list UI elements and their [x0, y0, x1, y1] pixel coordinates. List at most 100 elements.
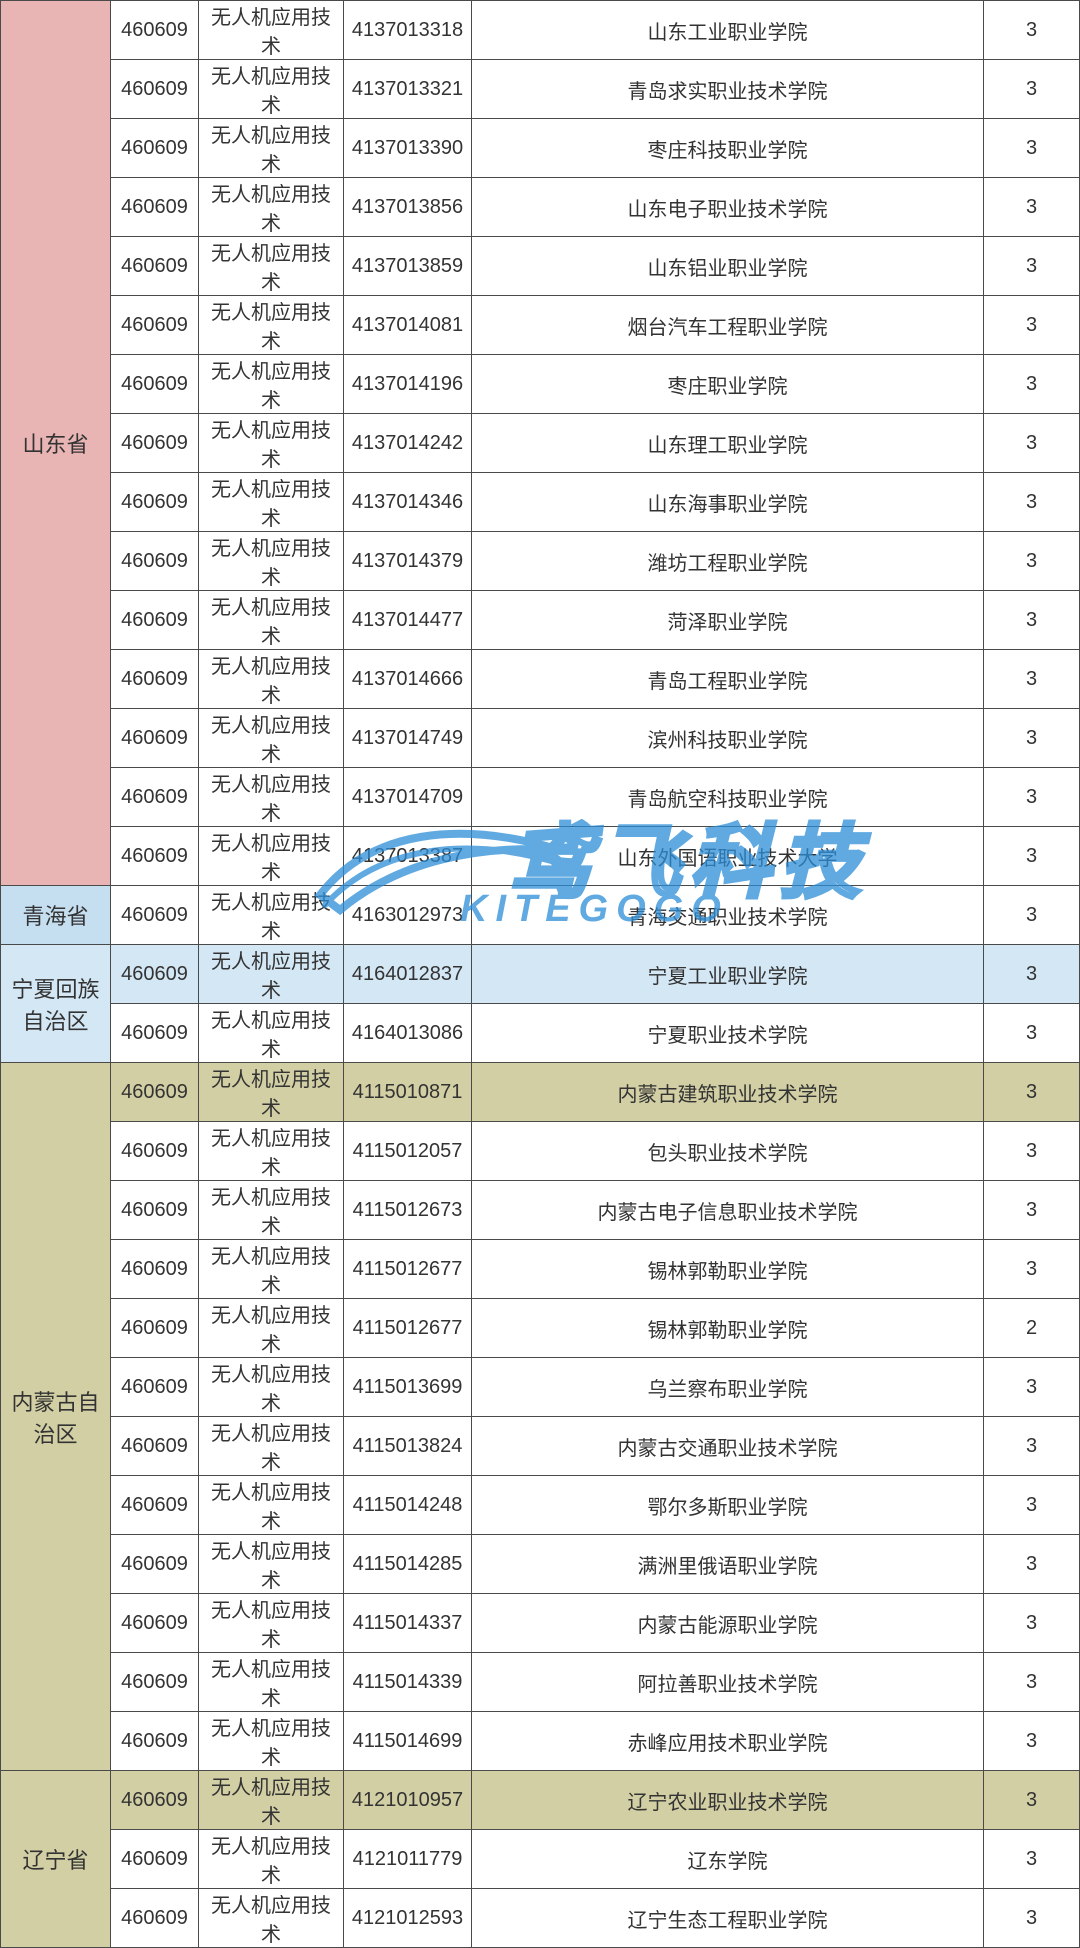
code2-cell: 4115013824	[344, 1417, 472, 1476]
num-cell: 3	[984, 1889, 1080, 1948]
major-cell: 无人机应用技术	[199, 1240, 344, 1299]
code1-cell: 460609	[111, 591, 199, 650]
code2-cell: 4164012837	[344, 945, 472, 1004]
code2-cell: 4163012973	[344, 886, 472, 945]
code2-cell: 4137013321	[344, 60, 472, 119]
table-row: 460609无人机应用技术4137014477菏泽职业学院3	[1, 591, 1080, 650]
school-cell: 内蒙古电子信息职业技术学院	[472, 1181, 984, 1240]
table-row: 460609无人机应用技术4137014346山东海事职业学院3	[1, 473, 1080, 532]
table-row: 460609无人机应用技术4115013699乌兰察布职业学院3	[1, 1358, 1080, 1417]
num-cell: 3	[984, 1535, 1080, 1594]
table-row: 460609无人机应用技术4115012673内蒙古电子信息职业技术学院3	[1, 1181, 1080, 1240]
code1-cell: 460609	[111, 296, 199, 355]
code1-cell: 460609	[111, 1004, 199, 1063]
major-cell: 无人机应用技术	[199, 532, 344, 591]
num-cell: 3	[984, 1594, 1080, 1653]
table-row: 山东省460609无人机应用技术4137013318山东工业职业学院3	[1, 1, 1080, 60]
major-cell: 无人机应用技术	[199, 709, 344, 768]
school-cell: 山东海事职业学院	[472, 473, 984, 532]
major-cell: 无人机应用技术	[199, 1653, 344, 1712]
code2-cell: 4137014666	[344, 650, 472, 709]
province-cell: 辽宁省	[1, 1771, 111, 1948]
school-cell: 枣庄科技职业学院	[472, 119, 984, 178]
num-cell: 3	[984, 237, 1080, 296]
code2-cell: 4137014346	[344, 473, 472, 532]
major-cell: 无人机应用技术	[199, 178, 344, 237]
code2-cell: 4121010957	[344, 1771, 472, 1830]
code1-cell: 460609	[111, 650, 199, 709]
table-row: 460609无人机应用技术4164013086宁夏职业技术学院3	[1, 1004, 1080, 1063]
school-cell: 菏泽职业学院	[472, 591, 984, 650]
code2-cell: 4137014242	[344, 414, 472, 473]
major-cell: 无人机应用技术	[199, 1535, 344, 1594]
major-cell: 无人机应用技术	[199, 296, 344, 355]
code2-cell: 4115014248	[344, 1476, 472, 1535]
code1-cell: 460609	[111, 1, 199, 60]
table-row: 460609无人机应用技术4121011779辽东学院3	[1, 1830, 1080, 1889]
code2-cell: 4137014081	[344, 296, 472, 355]
school-cell: 阿拉善职业技术学院	[472, 1653, 984, 1712]
code1-cell: 460609	[111, 827, 199, 886]
table-row: 460609无人机应用技术4137014242山东理工职业学院3	[1, 414, 1080, 473]
code1-cell: 460609	[111, 355, 199, 414]
table-row: 宁夏回族自治区460609无人机应用技术4164012837宁夏工业职业学院3	[1, 945, 1080, 1004]
school-cell: 青岛工程职业学院	[472, 650, 984, 709]
major-cell: 无人机应用技术	[199, 768, 344, 827]
schools-table-wrap: 山东省460609无人机应用技术4137013318山东工业职业学院346060…	[0, 0, 1080, 1948]
major-cell: 无人机应用技术	[199, 591, 344, 650]
num-cell: 3	[984, 60, 1080, 119]
code1-cell: 460609	[111, 1122, 199, 1181]
code1-cell: 460609	[111, 1830, 199, 1889]
school-cell: 乌兰察布职业学院	[472, 1358, 984, 1417]
major-cell: 无人机应用技术	[199, 414, 344, 473]
major-cell: 无人机应用技术	[199, 1181, 344, 1240]
school-cell: 潍坊工程职业学院	[472, 532, 984, 591]
table-row: 460609无人机应用技术4115013824内蒙古交通职业技术学院3	[1, 1417, 1080, 1476]
code1-cell: 460609	[111, 237, 199, 296]
table-row: 460609无人机应用技术4115014337内蒙古能源职业学院3	[1, 1594, 1080, 1653]
major-cell: 无人机应用技术	[199, 1299, 344, 1358]
code1-cell: 460609	[111, 1358, 199, 1417]
num-cell: 3	[984, 1358, 1080, 1417]
code1-cell: 460609	[111, 473, 199, 532]
major-cell: 无人机应用技术	[199, 886, 344, 945]
num-cell: 3	[984, 709, 1080, 768]
code2-cell: 4137014709	[344, 768, 472, 827]
code2-cell: 4137014477	[344, 591, 472, 650]
school-cell: 包头职业技术学院	[472, 1122, 984, 1181]
major-cell: 无人机应用技术	[199, 650, 344, 709]
school-cell: 鄂尔多斯职业学院	[472, 1476, 984, 1535]
table-row: 内蒙古自治区460609无人机应用技术4115010871内蒙古建筑职业技术学院…	[1, 1063, 1080, 1122]
major-cell: 无人机应用技术	[199, 1889, 344, 1948]
num-cell: 3	[984, 1712, 1080, 1771]
table-row: 青海省460609无人机应用技术4163012973青海交通职业技术学院3	[1, 886, 1080, 945]
num-cell: 3	[984, 296, 1080, 355]
table-row: 460609无人机应用技术4137014749滨州科技职业学院3	[1, 709, 1080, 768]
school-cell: 赤峰应用技术职业学院	[472, 1712, 984, 1771]
code1-cell: 460609	[111, 60, 199, 119]
major-cell: 无人机应用技术	[199, 473, 344, 532]
school-cell: 枣庄职业学院	[472, 355, 984, 414]
code1-cell: 460609	[111, 1889, 199, 1948]
code1-cell: 460609	[111, 768, 199, 827]
major-cell: 无人机应用技术	[199, 355, 344, 414]
school-cell: 青海交通职业技术学院	[472, 886, 984, 945]
major-cell: 无人机应用技术	[199, 1122, 344, 1181]
code1-cell: 460609	[111, 1417, 199, 1476]
school-cell: 烟台汽车工程职业学院	[472, 296, 984, 355]
school-cell: 内蒙古交通职业技术学院	[472, 1417, 984, 1476]
code2-cell: 4137013856	[344, 178, 472, 237]
table-row: 460609无人机应用技术4115012677锡林郭勒职业学院2	[1, 1299, 1080, 1358]
num-cell: 3	[984, 119, 1080, 178]
code2-cell: 4137013859	[344, 237, 472, 296]
num-cell: 3	[984, 1830, 1080, 1889]
table-row: 460609无人机应用技术4137013859山东铝业职业学院3	[1, 237, 1080, 296]
schools-table: 山东省460609无人机应用技术4137013318山东工业职业学院346060…	[0, 0, 1080, 1948]
num-cell: 3	[984, 1122, 1080, 1181]
province-cell: 内蒙古自治区	[1, 1063, 111, 1771]
code1-cell: 460609	[111, 1771, 199, 1830]
code2-cell: 4137014749	[344, 709, 472, 768]
school-cell: 青岛求实职业技术学院	[472, 60, 984, 119]
table-row: 460609无人机应用技术4137014666青岛工程职业学院3	[1, 650, 1080, 709]
table-row: 辽宁省460609无人机应用技术4121010957辽宁农业职业技术学院3	[1, 1771, 1080, 1830]
